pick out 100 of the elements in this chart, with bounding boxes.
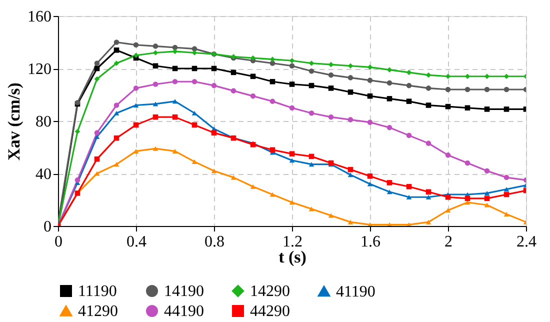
point [211, 130, 217, 136]
point [308, 110, 314, 116]
point [172, 78, 178, 84]
point [484, 190, 490, 196]
point [308, 68, 314, 74]
point [367, 120, 373, 125]
point [406, 82, 412, 88]
point [114, 102, 120, 108]
point [464, 74, 470, 80]
point [386, 80, 392, 86]
point [367, 182, 373, 186]
y-tick-label: 0 [44, 218, 52, 236]
point [426, 189, 432, 195]
point [328, 86, 334, 91]
point [406, 194, 412, 200]
y-tick-label: 40 [36, 166, 52, 183]
point [464, 105, 470, 111]
point [484, 74, 490, 80]
point [152, 102, 158, 106]
point [152, 63, 158, 69]
point [445, 152, 451, 158]
point [152, 82, 158, 87]
y-tick-label: 120 [28, 61, 52, 78]
point [504, 186, 510, 192]
legend-label: 41290 [78, 303, 118, 320]
point [289, 105, 295, 111]
point [445, 194, 451, 200]
point [328, 213, 334, 218]
point [152, 146, 158, 151]
point [504, 212, 510, 216]
point [94, 171, 100, 176]
point [308, 206, 314, 212]
point [504, 74, 510, 80]
x-tick-label: 0.8 [204, 234, 224, 250]
point [211, 168, 217, 174]
x-axis-title: t (s) [278, 248, 306, 266]
y-axis-title: Xav (cm/s) [4, 82, 24, 160]
point [289, 200, 295, 205]
x-tick-label: 2 [444, 234, 452, 250]
x-tick-label: 1.6 [360, 234, 380, 250]
point [504, 174, 510, 180]
point [172, 99, 178, 104]
legend-label: 44190 [164, 303, 204, 320]
point [270, 192, 276, 197]
point [289, 58, 295, 64]
point [406, 184, 412, 190]
point [270, 98, 276, 104]
point [426, 140, 432, 146]
point [426, 102, 432, 108]
point [230, 88, 236, 94]
point [172, 148, 178, 154]
point [386, 190, 392, 194]
point [114, 40, 120, 45]
legend-label: 41190 [336, 283, 376, 300]
point [133, 42, 139, 48]
point [348, 89, 354, 95]
point [367, 78, 373, 83]
point [445, 86, 451, 92]
point [484, 86, 490, 92]
point [426, 86, 432, 91]
point [74, 177, 80, 183]
legend-label: 14290 [250, 283, 290, 300]
point [484, 168, 490, 174]
point [192, 46, 198, 52]
point [250, 184, 256, 189]
point [367, 173, 373, 179]
point [426, 194, 432, 200]
point [464, 86, 470, 92]
point [250, 74, 256, 80]
point [114, 162, 120, 167]
point [211, 82, 217, 88]
point [328, 114, 334, 120]
point [230, 175, 236, 180]
point [348, 117, 354, 122]
point [94, 76, 100, 82]
point [464, 160, 470, 166]
point [114, 47, 120, 53]
point [133, 102, 139, 108]
point [152, 44, 158, 49]
point [94, 130, 100, 136]
legend-label: 14190 [164, 283, 204, 300]
point [250, 93, 256, 99]
point [348, 172, 354, 178]
point [406, 70, 412, 76]
point [328, 72, 334, 78]
y-tick-label: 160 [28, 8, 52, 26]
point [504, 86, 510, 92]
legend-label: 11190 [78, 283, 117, 300]
x-tick-label: 1.2 [282, 234, 302, 250]
point [386, 180, 392, 186]
legend-label: 44290 [250, 303, 290, 320]
point [289, 151, 295, 156]
point [484, 106, 490, 112]
point [270, 78, 276, 84]
point [348, 75, 354, 80]
point [94, 60, 100, 66]
point [74, 128, 80, 134]
point [484, 202, 490, 208]
point [172, 44, 178, 50]
point [192, 159, 198, 164]
